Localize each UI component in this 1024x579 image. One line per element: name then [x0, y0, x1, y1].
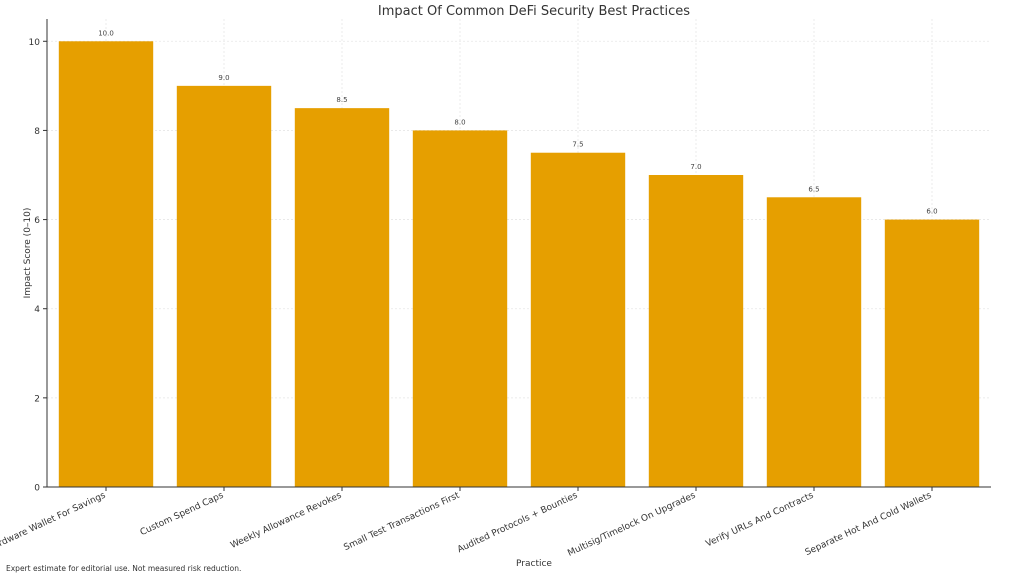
bar [294, 108, 390, 488]
bar [412, 130, 508, 487]
bar [766, 197, 862, 488]
bar-value-label: 7.5 [572, 141, 583, 149]
x-tick-label: Hardware Wallet For Savings [0, 491, 108, 555]
bar-value-label: 8.0 [454, 118, 465, 126]
y-tick-label: 2 [34, 394, 40, 404]
bar-value-label: 6.5 [808, 185, 819, 193]
x-tick-label: Verify URLs And Contracts [704, 491, 815, 550]
bar-value-label: 9.0 [218, 74, 229, 82]
bar-value-label: 10.0 [98, 29, 114, 37]
y-tick-label: 0 [34, 484, 40, 494]
y-axis-ticks: 0 2 4 6 8 10 [29, 38, 47, 494]
bars [58, 41, 980, 488]
x-tick-label: Multisig/Timelock On Upgrades [566, 491, 697, 559]
x-tick-label: Small Test Transactions First [342, 490, 461, 553]
y-tick-label: 8 [34, 127, 40, 137]
x-axis-label: Practice [516, 559, 552, 569]
bar [884, 219, 980, 488]
bar-value-label: 7.0 [690, 163, 701, 171]
chart-title: Impact Of Common DeFi Security Best Prac… [378, 4, 690, 19]
data-labels: 10.0 9.0 8.5 8.0 7.5 7.0 6.5 6.0 [98, 29, 937, 215]
y-tick-label: 4 [34, 305, 40, 315]
bar [58, 41, 154, 488]
x-tick-label: Audited Protocols + Bounties [456, 491, 579, 556]
y-axis-label: Impact Score (0–10) [23, 208, 33, 299]
x-tick-label: Custom Spend Caps [139, 491, 226, 539]
bar [176, 85, 272, 487]
bar [648, 175, 744, 487]
y-tick-label: 6 [34, 216, 40, 226]
x-axis-ticks: Hardware Wallet For Savings Custom Spend … [0, 487, 934, 559]
footnote: Expert estimate for editorial use. Not m… [6, 564, 242, 573]
x-tick-label: Weekly Allowance Revokes [229, 491, 343, 551]
y-tick-label: 10 [29, 38, 41, 48]
bar-value-label: 8.5 [336, 96, 347, 104]
bar-value-label: 6.0 [926, 208, 937, 216]
bar [530, 152, 626, 487]
x-tick-label: Separate Hot And Cold Wallets [804, 491, 934, 559]
